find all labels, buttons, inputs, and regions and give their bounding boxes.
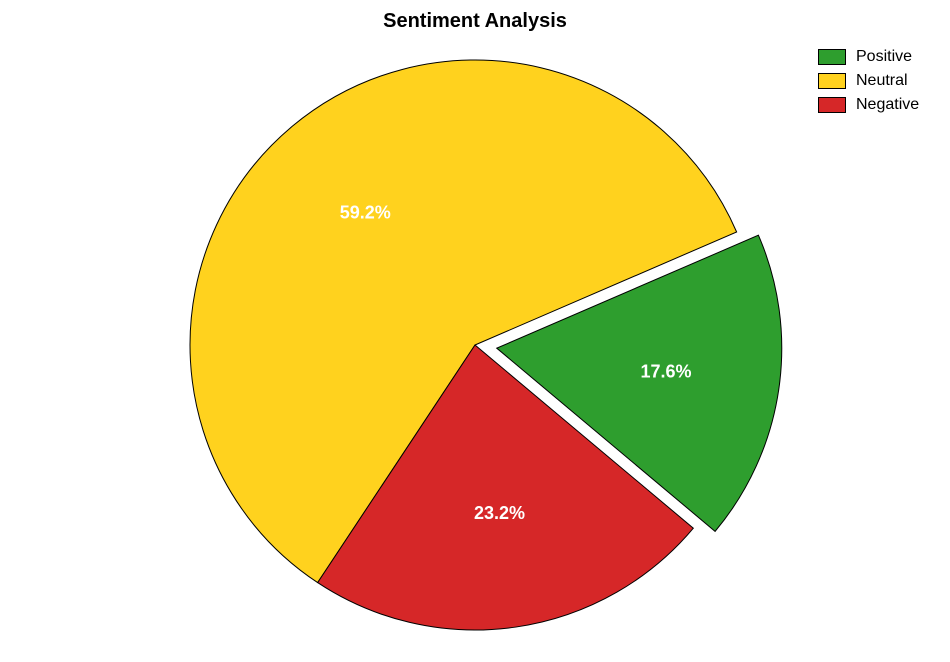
slice-label-neutral: 59.2% [340,203,391,223]
legend-swatch-negative [818,97,846,113]
slice-label-positive: 17.6% [640,362,691,382]
legend: Positive Neutral Negative [818,48,919,120]
slice-label-negative: 23.2% [474,503,525,523]
chart-container: Sentiment Analysis 17.6%59.2%23.2% Posit… [0,0,950,662]
legend-item-positive: Positive [818,48,919,66]
legend-swatch-positive [818,49,846,65]
legend-label-negative: Negative [856,96,919,114]
legend-item-neutral: Neutral [818,72,919,90]
legend-label-neutral: Neutral [856,72,908,90]
pie-chart: 17.6% 59.2% 23.2% [0,0,950,662]
legend-label-positive: Positive [856,48,912,66]
legend-item-negative: Negative [818,96,919,114]
legend-swatch-neutral [818,73,846,89]
